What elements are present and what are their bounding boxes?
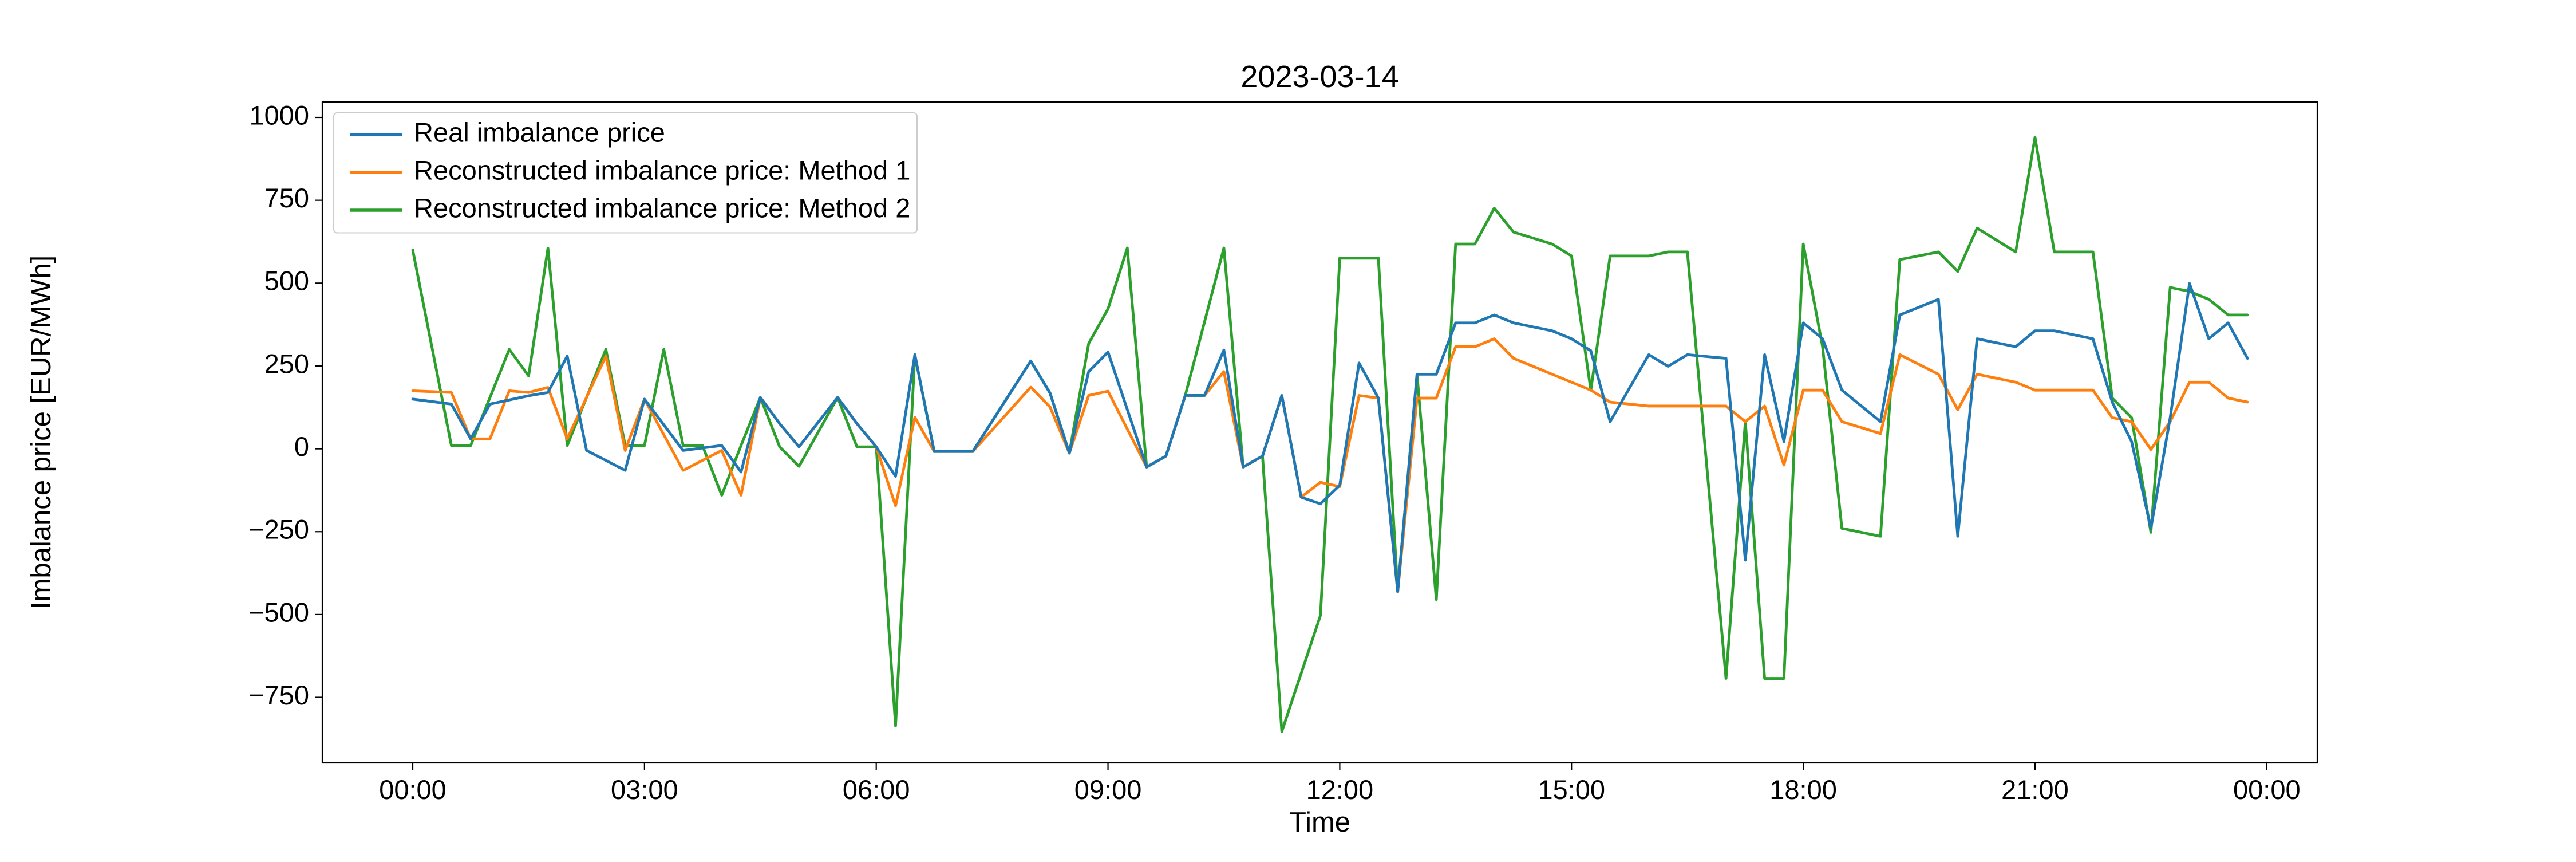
svg-text:09:00: 09:00: [1074, 774, 1142, 805]
svg-text:250: 250: [264, 348, 309, 379]
svg-text:06:00: 06:00: [843, 774, 910, 805]
svg-text:−500: −500: [248, 597, 309, 627]
svg-text:00:00: 00:00: [379, 774, 447, 805]
svg-text:18:00: 18:00: [1769, 774, 1837, 805]
svg-text:21:00: 21:00: [2001, 774, 2069, 805]
svg-text:15:00: 15:00: [1538, 774, 1605, 805]
svg-text:750: 750: [264, 183, 309, 213]
svg-text:Time: Time: [1289, 807, 1350, 838]
svg-text:Real imbalance price: Real imbalance price: [414, 117, 665, 147]
svg-text:03:00: 03:00: [611, 774, 678, 805]
svg-text:00:00: 00:00: [2233, 774, 2301, 805]
svg-text:Reconstructed imbalance price:: Reconstructed imbalance price: Method 1: [414, 155, 910, 185]
svg-text:−250: −250: [248, 514, 309, 545]
svg-text:1000: 1000: [249, 100, 309, 130]
svg-text:−750: −750: [248, 680, 309, 710]
svg-text:2023-03-14: 2023-03-14: [1240, 60, 1398, 94]
svg-text:12:00: 12:00: [1306, 774, 1374, 805]
svg-text:500: 500: [264, 266, 309, 296]
svg-text:0: 0: [294, 431, 309, 462]
svg-text:Imbalance price [EUR/MWh]: Imbalance price [EUR/MWh]: [26, 255, 57, 609]
svg-text:Reconstructed imbalance price:: Reconstructed imbalance price: Method 2: [414, 192, 910, 223]
